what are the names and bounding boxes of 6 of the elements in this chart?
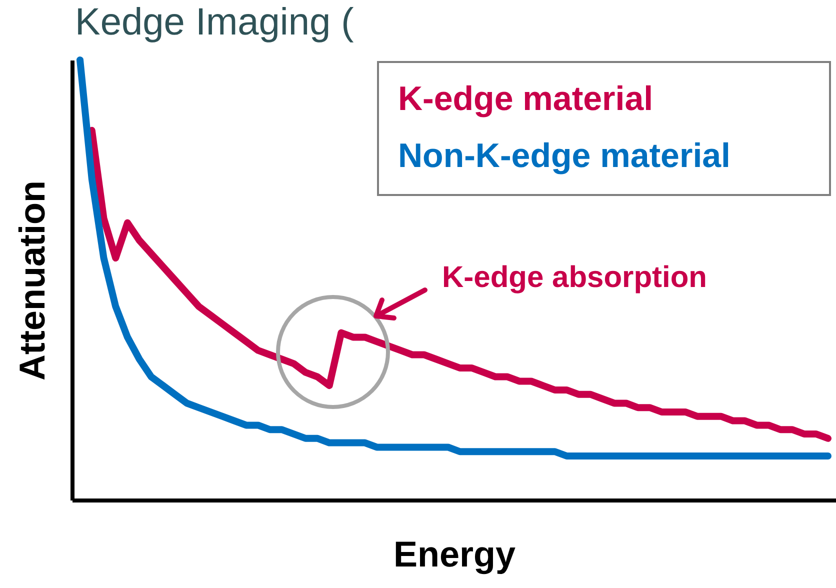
- y-axis-title: Attenuation: [12, 180, 52, 380]
- chart-title: Kedge Imaging (: [75, 2, 354, 44]
- text: Non-K-edge material: [398, 137, 730, 175]
- annotation: K-edge absorption: [442, 261, 708, 294]
- text: K-edge material: [398, 80, 654, 118]
- x-axis-title: Energy: [393, 534, 516, 574]
